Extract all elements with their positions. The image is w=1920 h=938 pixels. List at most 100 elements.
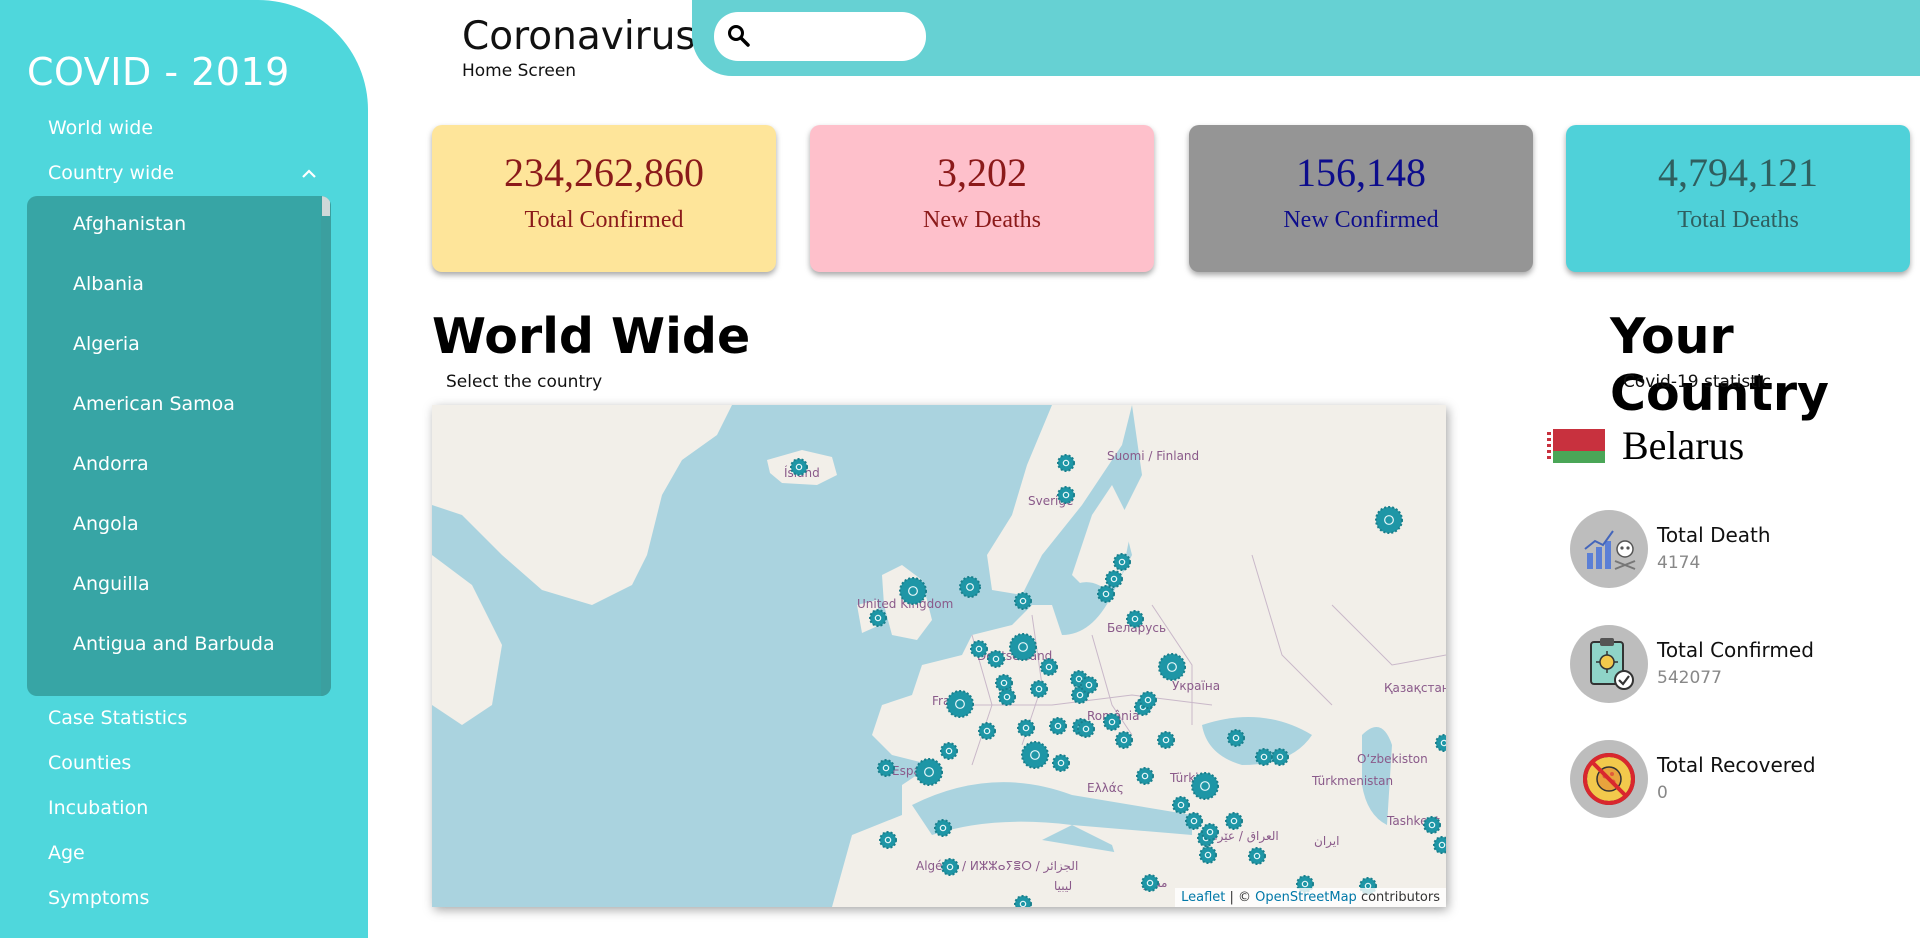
virus-marker-icon[interactable]: [1423, 816, 1441, 834]
virus-marker-icon[interactable]: [1057, 486, 1075, 504]
virus-marker-core: [1301, 880, 1309, 888]
virus-marker-core: [1082, 725, 1090, 733]
virus-marker-icon[interactable]: [1021, 741, 1049, 769]
country-item-antigua-and-barbuda[interactable]: Antigua and Barbuda: [73, 633, 275, 655]
country-item-angola[interactable]: Angola: [73, 513, 139, 535]
virus-marker-icon[interactable]: [1199, 846, 1217, 864]
virus-marker-icon[interactable]: [1139, 691, 1157, 709]
country-list-panel: Afghanistan Albania Algeria American Sam…: [27, 196, 331, 696]
virus-marker-icon[interactable]: [959, 576, 981, 598]
virus-marker-icon[interactable]: [869, 609, 887, 627]
virus-marker-icon[interactable]: [1105, 570, 1123, 588]
map-label: Suomi / Finland: [1107, 449, 1199, 463]
virus-marker-icon[interactable]: [1049, 717, 1067, 735]
leaflet-link[interactable]: Leaflet: [1181, 890, 1226, 905]
country-item-afghanistan[interactable]: Afghanistan: [73, 213, 187, 235]
virus-marker-core: [882, 764, 890, 772]
virus-marker-icon[interactable]: [1030, 680, 1048, 698]
virus-marker-icon[interactable]: [1126, 610, 1144, 628]
virus-marker-icon[interactable]: [940, 742, 958, 760]
stat-card-label: Total Deaths: [1677, 207, 1799, 233]
virus-marker-icon[interactable]: [978, 722, 996, 740]
virus-marker-icon[interactable]: [1255, 748, 1273, 766]
virus-marker-icon[interactable]: [1191, 772, 1219, 800]
map-label: Oʻzbekiston: [1357, 752, 1428, 766]
virus-marker-core: [1428, 821, 1436, 829]
virus-marker-icon[interactable]: [1271, 748, 1289, 766]
virus-marker-icon[interactable]: [1225, 812, 1243, 830]
virus-marker-icon[interactable]: [987, 650, 1005, 668]
virus-marker-icon[interactable]: [899, 577, 927, 605]
virus-marker-core: [975, 645, 983, 653]
virus-marker-icon[interactable]: [1141, 874, 1159, 892]
country-item-andorra[interactable]: Andorra: [73, 453, 149, 475]
map-tiles: Ísland Suomi / Finland Sverige United Ki…: [432, 405, 1446, 907]
virus-marker-icon[interactable]: [879, 831, 897, 849]
nav-case-statistics[interactable]: Case Statistics: [48, 707, 188, 729]
world-map[interactable]: Ísland Suomi / Finland Sverige United Ki…: [432, 405, 1446, 907]
virus-marker-icon[interactable]: [946, 690, 974, 718]
virus-marker-icon[interactable]: [1113, 553, 1131, 571]
nav-country-wide[interactable]: Country wide: [48, 162, 175, 184]
map-label: Україна: [1172, 679, 1220, 693]
virus-marker-icon[interactable]: [1017, 719, 1035, 737]
virus-marker-icon[interactable]: [970, 640, 988, 658]
virus-marker-icon[interactable]: [790, 458, 808, 476]
country-item-american-samoa[interactable]: American Samoa: [73, 393, 235, 415]
virus-marker-icon[interactable]: [1201, 823, 1219, 841]
virus-marker-core: [1206, 828, 1214, 836]
virus-marker-icon[interactable]: [1052, 754, 1070, 772]
virus-marker-icon[interactable]: [1158, 653, 1186, 681]
virus-marker-icon[interactable]: [1077, 720, 1095, 738]
virus-marker-icon[interactable]: [877, 759, 895, 777]
virus-marker-icon[interactable]: [998, 688, 1016, 706]
country-item-albania[interactable]: Albania: [73, 273, 144, 295]
search-input[interactable]: [714, 12, 926, 61]
virus-marker-core: [1062, 459, 1070, 467]
nav-symptoms[interactable]: Symptoms: [48, 887, 150, 909]
virus-marker-icon[interactable]: [1080, 676, 1098, 694]
nav-age[interactable]: Age: [48, 842, 85, 864]
virus-marker-core: [1054, 722, 1062, 730]
stat-card-new-deaths: 3,202 New Deaths: [810, 125, 1154, 272]
virus-marker-icon[interactable]: [1009, 633, 1037, 661]
stat-card-total-confirmed: 234,262,860 Total Confirmed: [432, 125, 776, 272]
nav-world-wide[interactable]: World wide: [48, 117, 154, 139]
virus-marker-icon[interactable]: [1115, 731, 1133, 749]
virus-marker-icon[interactable]: [1014, 592, 1032, 610]
landmass-greenland: [432, 405, 732, 605]
search-icon[interactable]: [726, 23, 752, 49]
map-label: Қазақстан: [1384, 681, 1446, 695]
virus-marker-icon[interactable]: [1157, 731, 1175, 749]
map-label: العراق / عێراق: [1205, 829, 1279, 844]
stat-value-total-confirmed: 542077: [1657, 668, 1722, 688]
virus-marker-icon[interactable]: [941, 858, 959, 876]
virus-marker-icon[interactable]: [1136, 767, 1154, 785]
virus-marker-core: [1120, 736, 1128, 744]
virus-marker-icon[interactable]: [1172, 796, 1190, 814]
virus-marker-icon[interactable]: [1185, 812, 1203, 830]
virus-marker-icon[interactable]: [1227, 729, 1245, 747]
virus-marker-icon[interactable]: [915, 758, 943, 786]
virus-marker-icon[interactable]: [1097, 585, 1115, 603]
virus-marker-icon[interactable]: [995, 674, 1013, 692]
country-list-scrollbar[interactable]: [321, 196, 331, 696]
openstreetmap-link[interactable]: OpenStreetMap: [1255, 890, 1357, 905]
virus-marker-icon[interactable]: [1040, 658, 1058, 676]
virus-marker-icon[interactable]: [1103, 713, 1121, 731]
virus-marker-icon[interactable]: [934, 819, 952, 837]
virus-marker-icon[interactable]: [1375, 506, 1403, 534]
chevron-up-icon[interactable]: [300, 165, 318, 183]
virus-marker-icon[interactable]: [1433, 836, 1446, 854]
virus-marker-core: [1076, 691, 1084, 699]
scrollbar-thumb[interactable]: [322, 196, 330, 216]
virus-marker-icon[interactable]: [1248, 847, 1266, 865]
app-title: Coronavirus: [462, 14, 696, 59]
virus-marker-icon[interactable]: [1057, 454, 1075, 472]
virus-marker-core: [1131, 615, 1139, 623]
country-item-algeria[interactable]: Algeria: [73, 333, 140, 355]
virus-marker-core: [1190, 817, 1198, 825]
nav-incubation[interactable]: Incubation: [48, 797, 149, 819]
nav-counties[interactable]: Counties: [48, 752, 132, 774]
country-item-anguilla[interactable]: Anguilla: [73, 573, 150, 595]
